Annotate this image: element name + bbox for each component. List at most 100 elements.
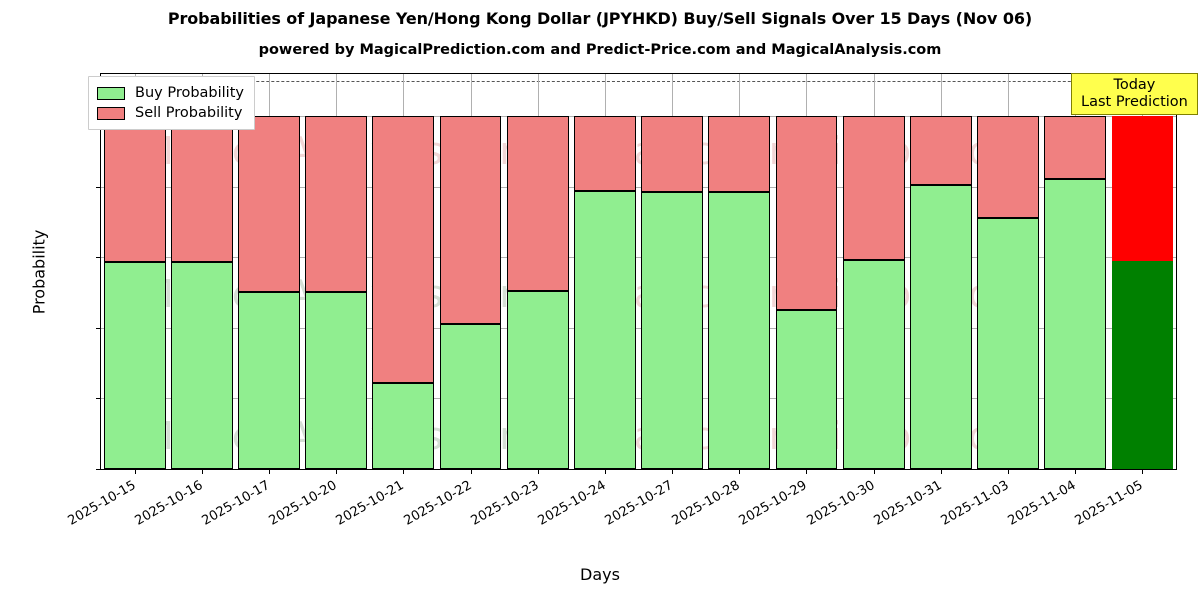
- bar-segment-sell[interactable]: [305, 116, 368, 292]
- bar-group[interactable]: [305, 74, 368, 469]
- x-tick-label: 2025-10-23: [468, 478, 542, 529]
- bar-group[interactable]: [372, 74, 435, 469]
- bar-segment-sell[interactable]: [641, 116, 703, 192]
- y-tick-mark: [96, 186, 101, 188]
- bar-group[interactable]: [708, 74, 771, 469]
- x-tick-mark: [134, 469, 136, 474]
- x-axis-label: Days: [580, 565, 620, 584]
- gridline-horizontal: [101, 257, 1176, 259]
- x-tick-mark: [537, 469, 539, 474]
- bar-group[interactable]: [641, 74, 703, 469]
- x-tick-mark: [403, 469, 405, 474]
- x-tick-label: 2025-11-04: [1005, 478, 1079, 529]
- bar-segment-sell[interactable]: [238, 116, 300, 292]
- legend-label-buy: Buy Probability: [135, 85, 244, 101]
- bar-segment-buy[interactable]: [170, 261, 233, 469]
- bar-group[interactable]: [842, 74, 905, 469]
- legend-swatch-sell: [97, 106, 125, 120]
- legend-item-buy: Buy Probability: [97, 83, 244, 103]
- y-axis-label: Probability: [29, 229, 49, 314]
- gridline-horizontal: [101, 398, 1176, 400]
- bar-segment-buy[interactable]: [439, 324, 502, 469]
- bar-segment-buy[interactable]: [506, 290, 569, 469]
- bar-segment-buy[interactable]: [1111, 261, 1174, 469]
- bar-group[interactable]: [1044, 74, 1107, 469]
- bar-group[interactable]: [977, 74, 1039, 469]
- bar-group[interactable]: [574, 74, 636, 469]
- x-tick-label: 2025-10-27: [602, 478, 676, 529]
- bar-segment-sell[interactable]: [506, 116, 569, 291]
- x-tick-mark: [873, 469, 875, 474]
- x-tick-mark: [739, 469, 741, 474]
- x-tick-mark: [604, 469, 606, 474]
- bar-segment-buy[interactable]: [103, 261, 166, 469]
- x-tick-mark: [1008, 469, 1010, 474]
- bar-group[interactable]: [909, 74, 972, 469]
- x-tick-mark: [1075, 469, 1077, 474]
- chart-subtitle: powered by MagicalPrediction.com and Pre…: [258, 42, 942, 58]
- gridline-horizontal: [101, 116, 1176, 118]
- bar-group[interactable]: [170, 74, 233, 469]
- bar-segment-sell[interactable]: [1044, 116, 1107, 180]
- bar-group[interactable]: [238, 74, 300, 469]
- gridline-horizontal: [101, 186, 1176, 188]
- x-tick-mark: [336, 469, 338, 474]
- bar-group[interactable]: [439, 74, 502, 469]
- legend-swatch-buy: [97, 86, 125, 100]
- bar-segment-buy[interactable]: [238, 291, 300, 469]
- x-tick-mark: [940, 469, 942, 474]
- bar-segment-sell[interactable]: [775, 116, 838, 310]
- x-tick-label: 2025-10-29: [737, 478, 810, 529]
- x-tick-label: 2025-10-16: [132, 478, 206, 529]
- y-tick-mark: [96, 327, 101, 329]
- y-tick-mark: [96, 469, 101, 470]
- y-tick-mark: [96, 398, 101, 400]
- bar-segment-buy[interactable]: [775, 309, 838, 469]
- x-tick-label: 2025-10-22: [401, 478, 475, 529]
- today-annotation: Today Last Prediction: [1071, 73, 1198, 116]
- bar-group[interactable]: [103, 74, 166, 469]
- bar-segment-sell[interactable]: [170, 116, 233, 262]
- bar-group[interactable]: [506, 74, 569, 469]
- bar-segment-buy[interactable]: [641, 191, 703, 469]
- x-tick-label: 2025-10-17: [199, 478, 273, 529]
- bar-segment-sell[interactable]: [574, 116, 636, 192]
- bar-segment-sell[interactable]: [909, 116, 972, 186]
- bar-segment-buy[interactable]: [708, 191, 771, 469]
- bar-segment-sell[interactable]: [439, 116, 502, 325]
- x-tick-label: 2025-10-21: [333, 478, 407, 529]
- bar-segment-buy[interactable]: [842, 260, 905, 469]
- reference-dashed-line: [101, 81, 1176, 83]
- bar-group[interactable]: [1111, 74, 1174, 469]
- bar-segment-buy[interactable]: [977, 217, 1039, 469]
- x-tick-mark: [201, 469, 203, 474]
- x-tick-label: 2025-10-15: [65, 478, 139, 529]
- bar-segment-sell[interactable]: [708, 116, 771, 192]
- chart-title: Probabilities of Japanese Yen/Hong Kong …: [167, 9, 1033, 28]
- bar-segment-buy[interactable]: [1044, 179, 1107, 469]
- bar-segment-buy[interactable]: [574, 191, 636, 469]
- x-tick-mark: [672, 469, 674, 474]
- bar-segment-sell[interactable]: [1111, 116, 1174, 262]
- x-tick-label: 2025-10-28: [669, 478, 743, 529]
- bar-group[interactable]: [775, 74, 838, 469]
- x-tick-label: 2025-11-05: [1072, 478, 1146, 529]
- x-tick-label: 2025-10-30: [804, 478, 878, 529]
- legend-item-sell: Sell Probability: [97, 103, 244, 123]
- bar-segment-sell[interactable]: [977, 116, 1039, 218]
- plot-area: MagicalAnalysis.comMagicalAnalysis.comMa…: [30, 73, 1177, 529]
- legend-label-sell: Sell Probability: [135, 105, 243, 121]
- today-annotation-line1: Today: [1113, 77, 1156, 93]
- bar-segment-sell[interactable]: [372, 116, 435, 384]
- bar-segment-buy[interactable]: [909, 185, 972, 469]
- bar-segment-buy[interactable]: [372, 383, 435, 469]
- bar-segment-buy[interactable]: [305, 291, 368, 469]
- bar-segment-sell[interactable]: [842, 116, 905, 261]
- x-tick-mark: [470, 469, 472, 474]
- x-tick-label: 2025-10-31: [871, 478, 945, 529]
- x-tick-mark: [806, 469, 808, 474]
- bar-segment-sell[interactable]: [103, 116, 166, 262]
- x-tick-mark: [1142, 469, 1144, 474]
- chart-legend: Buy Probability Sell Probability: [88, 76, 255, 130]
